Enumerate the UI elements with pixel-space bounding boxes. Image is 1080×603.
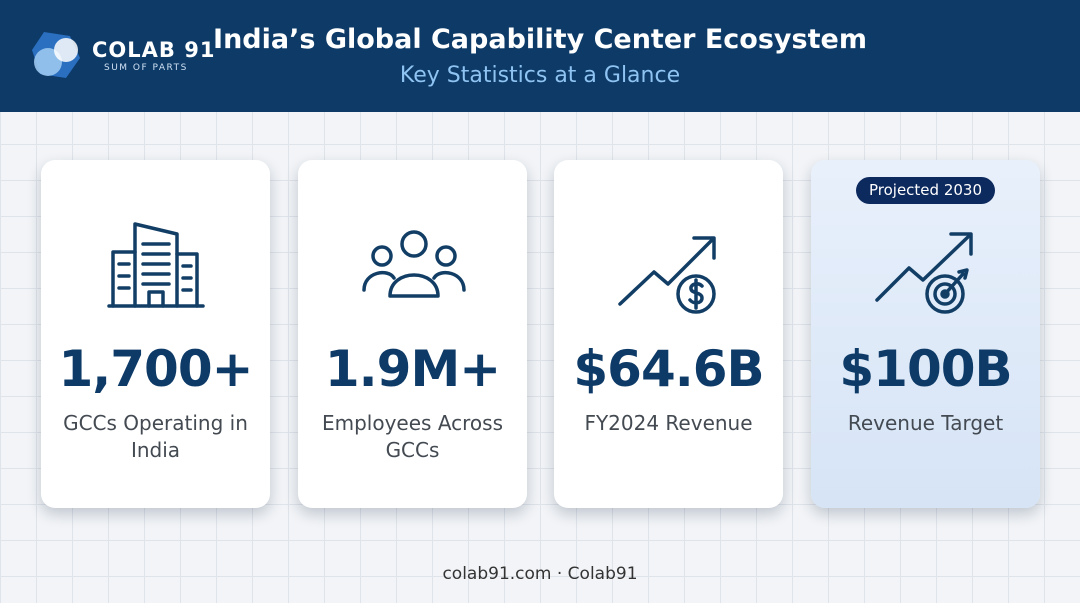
stat-value: 1,700+ (58, 340, 253, 398)
target-icon (875, 232, 973, 314)
stat-value: $100B (839, 340, 1012, 398)
footer: colab91.com · Colab91 (442, 564, 638, 584)
revenue-icon (618, 236, 716, 314)
stat-value: 1.9M+ (324, 340, 501, 398)
stat-label: GCCs Operating in India (63, 411, 248, 462)
stat-label: FY2024 Revenue (584, 411, 753, 435)
stat-value: $64.6B (573, 340, 764, 398)
stat-label: Employees Across GCCs (321, 411, 503, 462)
stat-card: 1,700+ GCCs Operating in India (41, 160, 270, 508)
stat-label: Revenue Target (847, 411, 1004, 435)
people-icon (362, 230, 466, 298)
logo-name: COLAB 91 (92, 38, 216, 62)
header: COLAB 91 SUM OF PARTS India’s Global Cap… (0, 0, 1080, 112)
badge: Projected 2030 (856, 177, 995, 204)
logo-tagline: SUM OF PARTS (104, 63, 188, 73)
stat-card: Projected 2030 $100B Revenue Target (811, 160, 1040, 508)
building-icon (107, 222, 205, 308)
stat-card: $64.6B FY2024 Revenue (554, 160, 783, 508)
stat-card: 1.9M+ Employees Across GCCs (298, 160, 527, 508)
title: India’s Global Capability Center Ecosyst… (213, 24, 867, 55)
logo-icon (32, 32, 80, 78)
subtitle: Key Statistics at a Glance (399, 63, 681, 88)
